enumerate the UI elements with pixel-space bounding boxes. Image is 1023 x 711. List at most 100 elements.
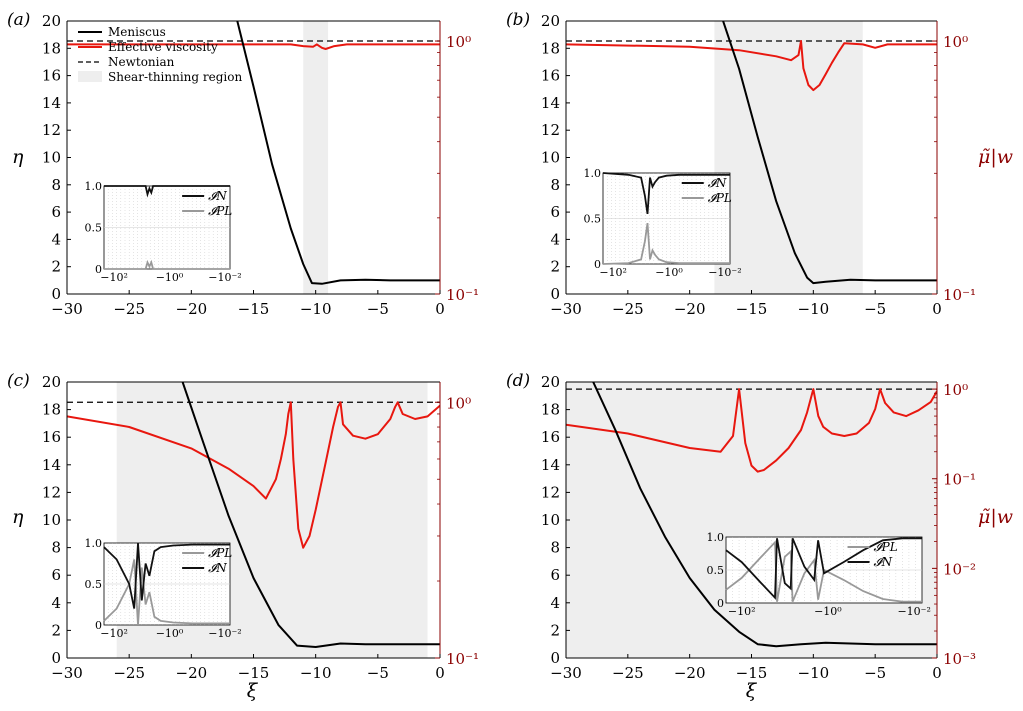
x-tick-label: −30 — [550, 300, 582, 318]
y-tick-label: 0 — [550, 649, 560, 667]
inset-legend-label: 𝓘N — [208, 189, 227, 203]
y-tick-label: 20 — [42, 373, 61, 391]
y-tick-label: 14 — [42, 94, 61, 112]
inset-legend-label: 𝓘PL — [208, 204, 232, 218]
x-axis-label-c: ξ — [247, 680, 259, 702]
inset-pl-curve — [602, 222, 730, 265]
y2-tick-label: 10⁻³ — [943, 650, 976, 668]
inset-x-tick: −10⁻² — [708, 266, 741, 279]
viscosity-curve — [566, 40, 937, 92]
panel-b: −30 −25 −20 −15 −10 −5 0 0 2 4 6 8 10 12 14 16 18 20 10⁰ 10… — [506, 10, 976, 318]
y-tick-label: 18 — [42, 401, 61, 419]
x-tick-label: −20 — [674, 664, 706, 682]
y-axis-label-c: η — [12, 506, 24, 528]
x-tick-label: −30 — [51, 300, 83, 318]
y-tick-label: 10 — [42, 511, 61, 529]
inset-legend-label: 𝓘N — [208, 561, 227, 575]
x-tick-label: −10 — [798, 664, 830, 682]
x-tick-label: −5 — [367, 300, 389, 318]
inset-y-tick: 1.0 — [707, 531, 725, 544]
x-tick-label: −25 — [113, 664, 145, 682]
x-tick-label: −25 — [612, 300, 644, 318]
y-tick-label: 6 — [51, 203, 61, 221]
y-tick-label: 8 — [51, 176, 61, 194]
inset-y-tick: 0 — [594, 258, 601, 271]
y-tick-label: 16 — [541, 67, 560, 85]
inset-y-tick: 0 — [95, 619, 102, 632]
legend-label: Shear-thinning region — [108, 70, 242, 84]
y-tick-label: 4 — [51, 594, 61, 612]
inset-y-tick: 0.5 — [707, 564, 725, 577]
inset-x-tick: −10⁰ — [655, 266, 683, 279]
y2-axis-label-d: μ̃|w — [978, 506, 1013, 528]
x-tick-label: −20 — [176, 664, 208, 682]
inset-x-tick: −10⁻² — [208, 627, 241, 640]
y-tick-label: 12 — [541, 121, 560, 139]
x-tick-label: −10 — [300, 664, 332, 682]
y-tick-label: 6 — [550, 566, 560, 584]
viscosity-curve — [67, 43, 440, 50]
y2-tick-label: 10⁻¹ — [446, 650, 479, 668]
x-tick-label: −25 — [113, 300, 145, 318]
y-tick-label: 4 — [51, 230, 61, 248]
x-tick-label: −20 — [674, 300, 706, 318]
x-tick-label: −15 — [238, 300, 270, 318]
meniscus-curve — [236, 21, 440, 285]
y-tick-label: 8 — [550, 176, 560, 194]
y-tick-label: 6 — [550, 203, 560, 221]
inset-legend-label: 𝓘N — [708, 176, 727, 190]
inset-x-tick: −10² — [728, 605, 756, 618]
y-tick-label: 14 — [42, 456, 61, 474]
inset-x-tick: −10² — [599, 266, 627, 279]
x-tick-label: 0 — [435, 664, 445, 682]
y-axis-label-a: η — [12, 146, 24, 168]
y-tick-label: 14 — [541, 456, 560, 474]
inset-x-tick: −10⁰ — [156, 627, 184, 640]
y-tick-label: 10 — [541, 149, 560, 167]
x-tick-label: −30 — [51, 664, 83, 682]
x-tick-label: 0 — [435, 300, 445, 318]
inset-n-curve — [104, 185, 230, 198]
legend-label: Meniscus — [108, 25, 166, 39]
x-tick-label: −20 — [176, 300, 208, 318]
viscosity-curve — [67, 401, 440, 549]
y-tick-label: 20 — [541, 12, 560, 30]
viscosity-curve — [566, 388, 937, 473]
y-tick-label: 0 — [550, 285, 560, 303]
x-tick-label: −15 — [736, 300, 768, 318]
panel-label: (a) — [7, 10, 30, 30]
legend-label: Newtonian — [108, 55, 175, 69]
inset-y-tick: 0 — [717, 597, 724, 610]
y-tick-label: 8 — [550, 539, 560, 557]
y2-tick-label: 10⁰ — [446, 394, 471, 412]
x-tick-label: −5 — [864, 664, 886, 682]
inset-n-curve — [602, 172, 730, 215]
panel-label: (d) — [506, 371, 530, 391]
inset-n-curve — [103, 542, 230, 609]
y-tick-label: 8 — [51, 539, 61, 557]
inset-y-tick: 0.5 — [85, 578, 103, 591]
shear-thinning-region — [303, 21, 329, 294]
inset-pl-curve — [104, 259, 230, 270]
inset-legend-label: 𝓘PL — [874, 540, 898, 554]
y-tick-label: 4 — [550, 230, 560, 248]
y-tick-label: 12 — [42, 483, 61, 501]
x-tick-label: −30 — [550, 664, 582, 682]
inset-x-tick: −10⁰ — [814, 605, 842, 618]
inset-pl-curve — [725, 540, 922, 603]
y-tick-label: 2 — [51, 621, 61, 639]
panel-label: (b) — [506, 10, 530, 30]
y-tick-label: 14 — [541, 94, 560, 112]
y2-tick-label: 10⁰ — [446, 33, 471, 51]
x-tick-label: −10 — [300, 300, 332, 318]
y-tick-label: 16 — [42, 428, 61, 446]
y-tick-label: 18 — [42, 39, 61, 57]
inset-x-tick: −10⁻² — [208, 271, 241, 284]
inset-y-tick: 0.5 — [584, 213, 602, 226]
y2-tick-label: 10⁰ — [943, 381, 968, 399]
